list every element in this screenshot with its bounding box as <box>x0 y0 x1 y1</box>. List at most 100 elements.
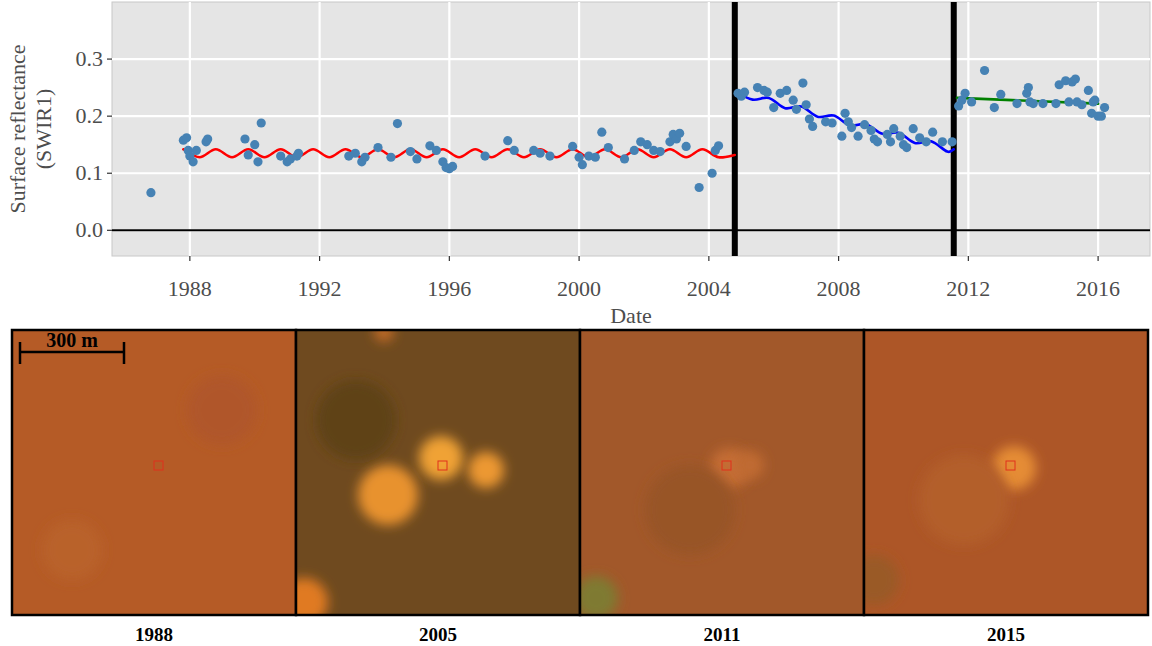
data-point <box>675 129 684 138</box>
data-point <box>203 134 212 143</box>
image-feature <box>468 452 504 488</box>
data-point <box>889 124 898 133</box>
data-point <box>1064 97 1073 106</box>
data-point <box>1084 86 1093 95</box>
x-tick <box>1097 256 1098 261</box>
reference-line <box>112 229 1150 231</box>
x-tick <box>968 256 969 261</box>
pixel-marker <box>1006 461 1015 470</box>
image-feature <box>374 330 394 342</box>
x-tick <box>838 256 839 261</box>
data-point <box>896 132 905 141</box>
data-point <box>240 134 249 143</box>
data-point <box>448 162 457 171</box>
image-panel <box>580 330 864 615</box>
data-point <box>620 154 629 163</box>
y-axis-title-line: (SWIR1) <box>31 89 56 170</box>
data-point <box>990 103 999 112</box>
data-point <box>406 147 415 156</box>
data-point <box>393 119 402 128</box>
data-point <box>656 147 665 156</box>
plot-background <box>112 2 1150 256</box>
data-point <box>828 118 837 127</box>
scale-bar-label: 300 m <box>46 329 98 351</box>
data-point <box>1038 99 1047 108</box>
data-point <box>792 105 801 114</box>
scale-bar-end <box>123 342 126 364</box>
data-point <box>695 183 704 192</box>
panel-border <box>580 330 864 615</box>
x-tick-label: 2016 <box>1076 276 1120 301</box>
scale-bar <box>20 351 124 354</box>
y-tick <box>107 116 112 117</box>
pixel-marker <box>438 461 447 470</box>
data-point <box>769 103 778 112</box>
x-tick <box>708 256 709 261</box>
image-feature <box>919 455 1009 545</box>
data-point <box>503 136 512 145</box>
data-point <box>840 109 849 118</box>
data-point <box>432 146 441 155</box>
data-point <box>1077 100 1086 109</box>
x-tick <box>319 256 320 261</box>
image-feature <box>645 465 735 555</box>
x-grid-line <box>837 2 839 256</box>
x-tick-label: 2000 <box>557 276 601 301</box>
data-point <box>545 152 554 161</box>
panel-label: 2011 <box>704 624 741 645</box>
y-tick-label: 0.2 <box>76 103 104 128</box>
data-point <box>802 100 811 109</box>
data-point <box>853 132 862 141</box>
data-point <box>604 143 613 152</box>
breakpoint-line <box>732 2 738 256</box>
data-point <box>386 153 395 162</box>
data-point <box>578 160 587 169</box>
data-point <box>1100 103 1109 112</box>
x-tick-label: 2004 <box>687 276 731 301</box>
x-tick <box>189 256 190 261</box>
data-point <box>682 142 691 151</box>
panel-border <box>864 330 1148 615</box>
data-point <box>146 188 155 197</box>
data-point <box>244 150 253 159</box>
image-panel <box>12 330 296 615</box>
x-grid-line <box>319 2 321 256</box>
data-point <box>909 124 918 133</box>
image-feature <box>358 465 418 525</box>
data-point <box>412 154 421 163</box>
y-grid-line <box>112 115 1150 117</box>
y-tick <box>107 58 112 59</box>
data-point <box>192 146 201 155</box>
image-feature <box>864 555 899 605</box>
data-point <box>873 137 882 146</box>
y-tick <box>107 173 112 174</box>
x-tick-label: 1988 <box>168 276 212 301</box>
scale-bar-end <box>19 342 22 364</box>
pixel-marker <box>154 461 163 470</box>
x-tick <box>578 256 579 261</box>
data-point <box>922 137 931 146</box>
panel-border <box>296 330 580 615</box>
data-point <box>351 149 360 158</box>
data-point <box>948 137 957 146</box>
data-point <box>536 149 545 158</box>
panel-label: 1988 <box>135 624 173 645</box>
x-tick <box>449 256 450 261</box>
data-point <box>837 132 846 141</box>
data-point <box>808 122 817 131</box>
panel-ground <box>296 330 580 615</box>
data-point <box>902 143 911 152</box>
panel-label: 2015 <box>987 624 1025 645</box>
data-point <box>253 157 262 166</box>
data-point <box>1024 83 1033 92</box>
data-point <box>597 128 606 137</box>
data-point <box>257 118 266 127</box>
data-point <box>630 146 639 155</box>
image-panel <box>296 330 580 615</box>
data-point <box>1051 99 1060 108</box>
data-point <box>568 142 577 151</box>
x-grid-line <box>967 2 969 256</box>
image-feature <box>187 375 257 445</box>
data-point <box>1071 74 1080 83</box>
data-point <box>707 169 716 178</box>
